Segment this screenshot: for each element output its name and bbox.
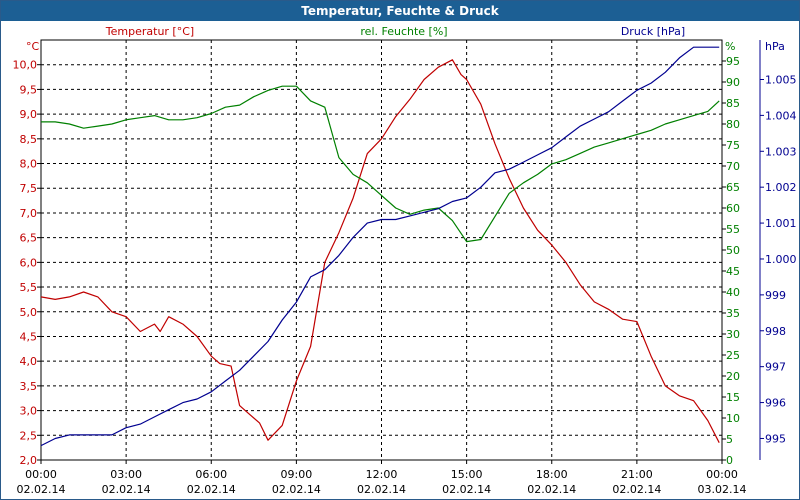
axis-labels: 00:00 02.02.14 03:00 02.02.14 06:00 02.02.14 0… xyxy=(13,25,797,496)
temperature-tick-label: 4,5 xyxy=(20,330,38,343)
x-tick-date: 02.02.14 xyxy=(442,483,491,496)
x-tick-date: 03.02.14 xyxy=(698,483,747,496)
temperature-tick-label: 10,0 xyxy=(13,59,38,72)
pressure-tick-label: 1.004 xyxy=(765,109,797,122)
pressure-tick-label: 998 xyxy=(765,325,786,338)
x-tick-date: 02.02.14 xyxy=(527,483,576,496)
x-tick-date: 02.02.14 xyxy=(272,483,321,496)
temperature-tick-label: 9,0 xyxy=(20,108,38,121)
temperature-line xyxy=(40,59,720,443)
humidity-tick-label: 55 xyxy=(726,223,740,236)
pressure-line xyxy=(40,46,720,447)
pressure-unit: hPa xyxy=(765,40,785,53)
temperature-unit: °C xyxy=(26,40,40,53)
humidity-tick-label: 0 xyxy=(726,454,733,467)
temperature-tick-label: 3,0 xyxy=(20,405,38,418)
humidity-tick-label: 25 xyxy=(726,349,740,362)
pressure-tick-label: 999 xyxy=(765,289,786,302)
pressure-axis-title: Druck [hPa] xyxy=(621,25,685,38)
humidity-tick-label: 10 xyxy=(726,412,740,425)
temperature-tick-label: 5,0 xyxy=(20,306,38,319)
humidity-unit: % xyxy=(725,40,735,53)
x-tick-time: 03:00 xyxy=(110,468,142,481)
humidity-tick-label: 5 xyxy=(726,433,733,446)
x-tick-time: 09:00 xyxy=(281,468,313,481)
humidity-tick-label: 75 xyxy=(726,139,740,152)
pressure-tick-label: 997 xyxy=(765,361,786,374)
humidity-tick-label: 40 xyxy=(726,286,740,299)
x-tick-time: 00:00 xyxy=(706,468,738,481)
series-lines xyxy=(40,46,720,447)
pressure-tick-label: 1.001 xyxy=(765,217,797,230)
humidity-tick-label: 90 xyxy=(726,76,740,89)
humidity-axis-title: rel. Feuchte [%] xyxy=(360,25,447,38)
temperature-tick-label: 2,5 xyxy=(20,429,38,442)
humidity-tick-label: 30 xyxy=(726,328,740,341)
pressure-tick-label: 1.005 xyxy=(765,73,797,86)
grid-lines xyxy=(41,40,722,461)
humidity-tick-label: 65 xyxy=(726,181,740,194)
temperature-tick-label: 6,0 xyxy=(20,256,38,269)
pressure-tick-label: 996 xyxy=(765,397,786,410)
humidity-tick-label: 70 xyxy=(726,160,740,173)
humidity-line xyxy=(41,85,720,243)
temperature-tick-label: 5,5 xyxy=(20,281,38,294)
x-tick-date: 02.02.14 xyxy=(357,483,406,496)
temperature-tick-label: 7,5 xyxy=(20,182,38,195)
pressure-tick-label: 1.000 xyxy=(765,253,797,266)
temperature-tick-label: 4,0 xyxy=(20,355,38,368)
temperature-tick-label: 2,0 xyxy=(20,454,38,467)
pressure-tick-label: 1.002 xyxy=(765,181,797,194)
x-tick-date: 02.02.14 xyxy=(612,483,661,496)
humidity-tick-label: 85 xyxy=(726,97,740,110)
window-title: Temperatur, Feuchte & Druck xyxy=(1,1,799,21)
x-tick-time: 00:00 xyxy=(25,468,57,481)
humidity-tick-label: 20 xyxy=(726,370,740,383)
x-tick-time: 06:00 xyxy=(195,468,227,481)
humidity-tick-label: 60 xyxy=(726,202,740,215)
temperature-axis-title: Temperatur [°C] xyxy=(105,25,194,38)
humidity-tick-label: 45 xyxy=(726,265,740,278)
x-tick-date: 02.02.14 xyxy=(17,483,66,496)
x-tick-time: 18:00 xyxy=(536,468,568,481)
axes xyxy=(37,39,764,464)
temperature-tick-label: 8,0 xyxy=(20,158,38,171)
x-tick-date: 02.02.14 xyxy=(102,483,151,496)
humidity-tick-label: 35 xyxy=(726,307,740,320)
pressure-tick-label: 1.003 xyxy=(765,145,797,158)
x-tick-time: 12:00 xyxy=(366,468,398,481)
temperature-tick-label: 7,0 xyxy=(20,207,38,220)
humidity-tick-label: 80 xyxy=(726,118,740,131)
temperature-tick-label: 6,5 xyxy=(20,232,38,245)
temperature-tick-label: 8,5 xyxy=(20,133,38,146)
humidity-tick-label: 50 xyxy=(726,244,740,257)
temperature-tick-label: 3,5 xyxy=(20,380,38,393)
x-tick-time: 21:00 xyxy=(621,468,653,481)
humidity-tick-label: 15 xyxy=(726,391,740,404)
x-tick-date: 02.02.14 xyxy=(187,483,236,496)
x-tick-time: 15:00 xyxy=(451,468,483,481)
pressure-tick-label: 995 xyxy=(765,432,786,445)
humidity-tick-label: 95 xyxy=(726,55,740,68)
temperature-tick-label: 9,5 xyxy=(20,83,38,96)
